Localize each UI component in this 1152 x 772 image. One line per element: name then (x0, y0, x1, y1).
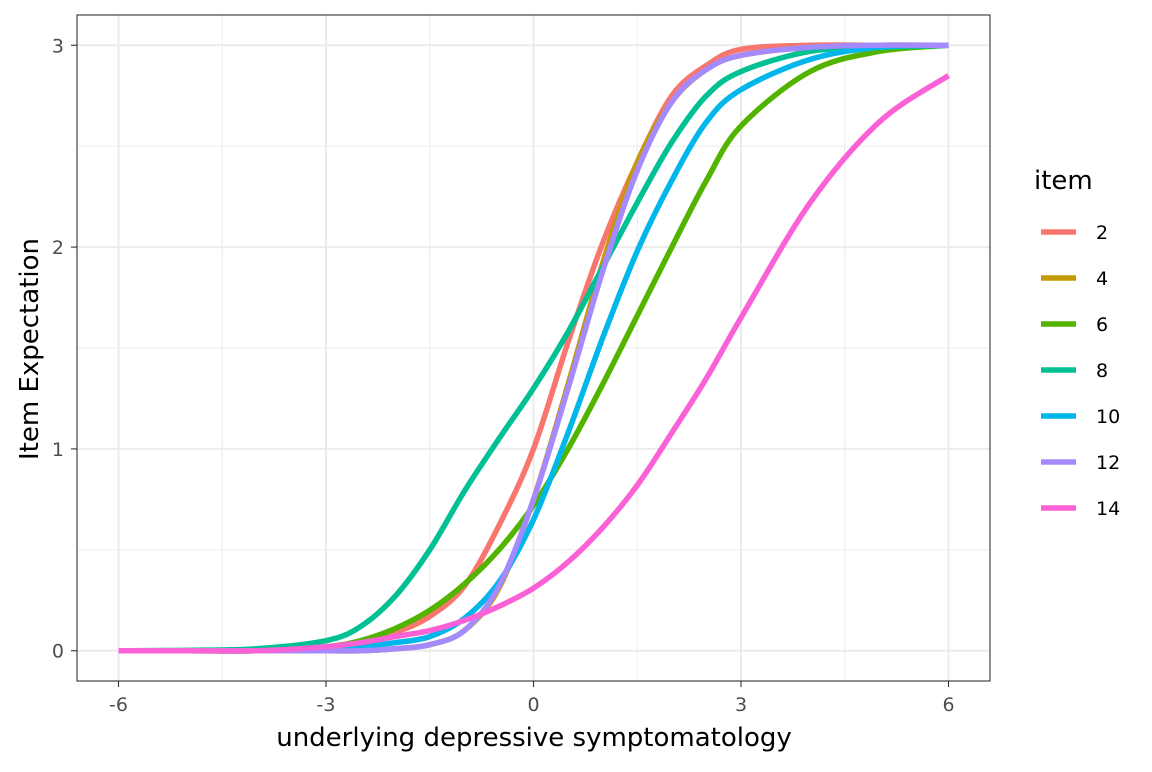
x-tick-label: -3 (317, 694, 336, 716)
y-tick-label: 3 (52, 35, 64, 57)
series-line-item-14 (118, 73, 951, 654)
x-tick-label: 6 (942, 694, 954, 716)
y-tick-label: 2 (52, 237, 64, 259)
x-tick-label: 0 (527, 694, 539, 716)
legend-label-item-12: 12 (1096, 452, 1120, 474)
series-lines (118, 42, 951, 654)
x-axis: -6 -3 0 3 6 (109, 681, 955, 716)
x-tick-label: -6 (109, 694, 128, 716)
legend-label-item-2: 2 (1096, 222, 1108, 244)
legend-label-item-4: 4 (1096, 268, 1108, 290)
series-line-item-8 (118, 42, 949, 654)
y-tick-label: 1 (52, 439, 64, 461)
series-line-item-12 (118, 42, 949, 654)
y-axis-label: Item Expectation (15, 238, 45, 460)
legend: item 2 4 6 8 10 12 14 (1034, 166, 1120, 520)
legend-label-item-6: 6 (1096, 314, 1108, 336)
legend-label-item-10: 10 (1096, 406, 1120, 428)
x-axis-label: underlying depressive symptomatology (276, 723, 792, 753)
legend-label-item-14: 14 (1096, 498, 1120, 520)
y-axis: 0 1 2 3 (52, 35, 77, 663)
grid (77, 15, 990, 681)
x-tick-label: 3 (735, 694, 747, 716)
legend-title: item (1034, 166, 1093, 196)
y-tick-label: 0 (52, 641, 64, 663)
legend-label-item-8: 8 (1096, 360, 1108, 382)
